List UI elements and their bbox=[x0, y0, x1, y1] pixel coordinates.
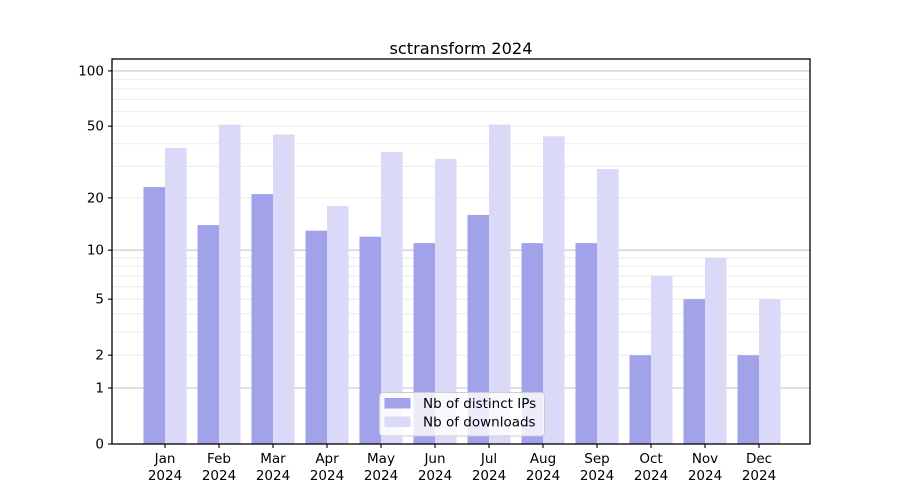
bar-downloads bbox=[705, 257, 727, 444]
legend-swatch-distinct-ips bbox=[384, 398, 411, 409]
bar-downloads bbox=[327, 205, 349, 444]
x-axis-tick-label-month: Nov bbox=[692, 451, 718, 467]
legend-label: Nb of downloads bbox=[423, 415, 536, 431]
x-axis-tick-label-month: Mar bbox=[260, 451, 286, 467]
x-axis-tick-label-year: 2024 bbox=[580, 468, 614, 484]
plot-border bbox=[111, 58, 811, 445]
x-axis-tick-label-month: May bbox=[367, 451, 395, 467]
x-axis-tick-label-year: 2024 bbox=[310, 468, 344, 484]
bar-downloads bbox=[165, 147, 187, 444]
x-axis-tick-label-month: Oct bbox=[639, 451, 662, 467]
x-axis-tick-label-year: 2024 bbox=[472, 468, 506, 484]
x-axis-tick-label-year: 2024 bbox=[202, 468, 236, 484]
bar-distinct-ips bbox=[143, 187, 165, 445]
x-axis-tick-label-month: Jul bbox=[480, 451, 497, 467]
y-axis-tick-label: 50 bbox=[87, 119, 104, 135]
bar-downloads bbox=[759, 299, 781, 444]
x-axis-tick-label-year: 2024 bbox=[688, 468, 722, 484]
chart-title: sctransform 2024 bbox=[389, 39, 532, 58]
x-axis-tick-label-month: Dec bbox=[746, 451, 772, 467]
bar-distinct-ips bbox=[359, 236, 381, 444]
x-axis-tick-label-year: 2024 bbox=[418, 468, 452, 484]
x-axis-tick-label-year: 2024 bbox=[256, 468, 290, 484]
y-axis-tick-label: 20 bbox=[87, 190, 104, 206]
bar-distinct-ips bbox=[305, 230, 327, 444]
bar-downloads bbox=[597, 169, 619, 444]
y-axis-tick-label: 0 bbox=[95, 437, 104, 453]
x-axis-tick-label-month: Aug bbox=[530, 451, 556, 467]
bar-distinct-ips bbox=[737, 355, 759, 444]
x-axis-tick-label-month: Sep bbox=[584, 451, 609, 467]
y-axis-tick-label: 10 bbox=[87, 243, 104, 259]
x-axis-tick-label-month: Jan bbox=[154, 451, 176, 467]
bar-downloads bbox=[489, 124, 511, 445]
bar-downloads bbox=[219, 124, 241, 445]
x-axis-tick-label-year: 2024 bbox=[634, 468, 668, 484]
y-axis-tick-label: 1 bbox=[95, 380, 104, 396]
y-axis-tick-label: 5 bbox=[95, 292, 104, 308]
bar-downloads bbox=[273, 134, 295, 445]
bar-distinct-ips bbox=[629, 355, 651, 444]
bar-distinct-ips bbox=[575, 243, 597, 444]
bar-distinct-ips bbox=[467, 214, 489, 444]
x-axis-tick-label-year: 2024 bbox=[148, 468, 182, 484]
bar-distinct-ips bbox=[683, 299, 705, 444]
legend-box bbox=[379, 392, 545, 437]
bar-downloads bbox=[435, 158, 457, 444]
legend-swatch-downloads bbox=[384, 416, 411, 427]
y-axis-tick-label: 100 bbox=[78, 63, 104, 79]
y-axis-tick-label: 2 bbox=[95, 348, 104, 364]
bar-distinct-ips bbox=[251, 194, 273, 444]
x-axis-tick-label-year: 2024 bbox=[364, 468, 398, 484]
x-axis-tick-label-month: Jun bbox=[423, 451, 445, 467]
bar-distinct-ips bbox=[197, 225, 219, 444]
legend-label: Nb of distinct IPs bbox=[423, 396, 536, 412]
x-axis-tick-label-year: 2024 bbox=[526, 468, 560, 484]
bar-downloads bbox=[651, 275, 673, 444]
x-axis-tick-label-month: Apr bbox=[315, 451, 339, 467]
x-axis-tick-label-year: 2024 bbox=[742, 468, 776, 484]
bar-downloads bbox=[543, 136, 565, 444]
x-axis-tick-label-month: Feb bbox=[207, 451, 231, 467]
bar-downloads bbox=[381, 152, 403, 445]
